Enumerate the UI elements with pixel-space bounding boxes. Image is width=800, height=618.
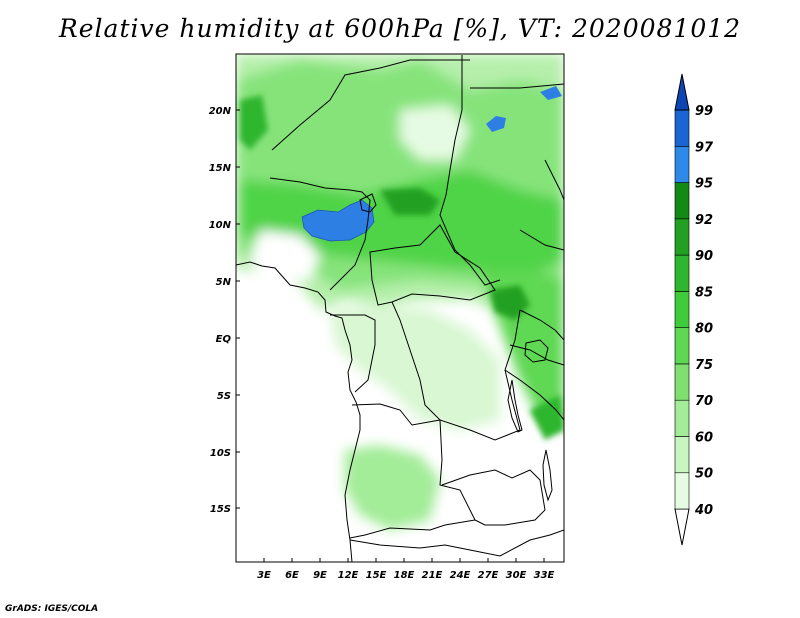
colorbar-high-arrow [674,73,690,111]
colorbar-boxes [674,73,690,546]
lon-tick-label: 24E [450,570,471,581]
lat-tick-label: 5S [217,391,231,402]
colorbar-label: 92 [695,213,713,228]
latitude-labels: 20N 15N 10N 5N EQ 5S 10S 15S [209,106,232,515]
dark-green-patch-1 [380,188,440,215]
dark-green-patch-3 [240,95,268,150]
lon-tick-label: 15E [366,570,387,581]
lon-tick-label: 21E [422,570,443,581]
map-title: Relative humidity at 600hPa [%], VT: 202… [58,14,742,43]
border-nigeria [269,177,371,291]
colorbar-segment [674,109,690,147]
southern-border [349,529,564,557]
colorbar-segment [674,399,690,437]
colorbar-labels: 40 50 60 70 75 80 85 90 92 95 97 99 [694,104,714,518]
lat-tick-label: EQ [216,334,232,345]
lake-tanganyika [507,379,523,433]
grads-credit: GrADS: IGES/COLA [5,604,99,614]
colorbar-segment [674,472,690,510]
lon-tick-label: 3E [257,570,271,581]
dark-green-patch-4 [530,395,564,440]
western-dry-patch [250,230,320,280]
colorbar-label: 60 [695,431,713,446]
lat-tick-label: 5N [216,277,232,288]
colorbar-label: 97 [695,140,714,155]
lat-tick-label: 10N [209,220,232,231]
lon-tick-label: 33E [534,570,555,581]
lat-tick-label: 15S [210,504,231,515]
sahel-band-core [240,170,564,280]
border-chad-sudan [439,55,501,286]
colorbar-label: 95 [695,177,713,192]
border-cameroon-congo [330,314,376,393]
colorbar-segment [674,254,690,292]
lon-tick-label: 30E [506,570,527,581]
longitude-labels: 3E 6E 9E 12E 15E 18E 21E 24E 27E 30E 33E [257,570,554,581]
colorbar-label: 75 [695,358,713,373]
colorbar-segment [674,363,690,401]
border-zambia [441,469,546,526]
border-sudan-ethiopia [470,83,564,251]
colorbar-label: 85 [695,285,713,300]
colorbar-label: 90 [695,249,713,264]
lon-tick-label: 9E [313,570,327,581]
border-angola [349,403,476,539]
lake-chad-blue-core [301,199,375,242]
colorbar-low-arrow [674,508,690,546]
lat-tick-label: 15N [209,163,232,174]
map-panel: 3E 6E 9E 12E 15E 18E 21E 24E 27E 30E 33E… [209,53,565,581]
map-frame [235,53,565,563]
colorbar-label: 80 [695,322,713,337]
colorbar-label: 70 [695,394,713,409]
axis-ticks [236,109,545,562]
congo-basin-light [330,305,500,430]
blue-spot-east [540,86,562,100]
colorbar-segment [674,436,690,474]
colorbar-label: 50 [695,467,713,482]
lake-malawi [542,449,553,502]
border-car [369,224,496,306]
coastline-west-africa [236,261,361,562]
lat-tick-label: 20N [209,106,232,117]
colorbar-segment [674,327,690,365]
blue-spot-north [486,116,506,132]
border-east-africa [504,309,564,421]
colorbar-label: 99 [695,104,713,119]
colorbar-segment [674,291,690,328]
colorbar-segment [674,218,690,256]
lake-victoria [524,339,549,363]
humidity-shading [236,54,564,530]
lon-tick-label: 6E [285,570,299,581]
colorbar: 40 50 60 70 75 80 85 90 92 95 97 99 [674,73,714,546]
lake-chad-outline [359,193,377,213]
angola-highlands-moist [345,445,440,530]
colorbar-segment [674,182,690,220]
country-borders [236,55,564,562]
colorbar-label: 40 [694,503,713,518]
lon-tick-label: 27E [478,570,499,581]
border-niger-chad [271,59,470,151]
lat-tick-label: 10S [210,448,231,459]
northern-dry-patch [400,105,470,160]
colorbar-segment [674,146,690,183]
lon-tick-label: 12E [338,570,359,581]
lon-tick-label: 18E [394,570,415,581]
